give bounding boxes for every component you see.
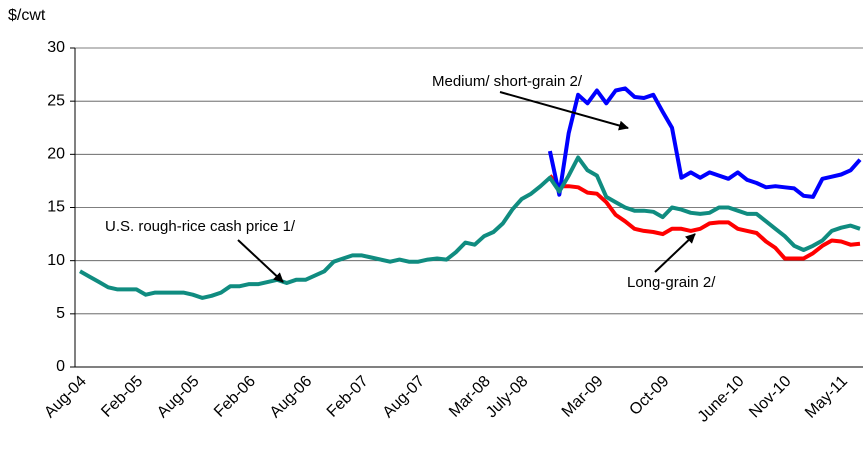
series-line (547, 86, 862, 199)
series-annotation: Long-grain 2/ (627, 274, 716, 291)
x-tick-label: Mar-09 (559, 373, 607, 421)
x-tick-label: Aug-06 (267, 373, 316, 422)
y-tick-label: 20 (47, 146, 65, 163)
x-tick-label: Aug-05 (154, 373, 203, 422)
x-tick-label: Aug-04 (41, 373, 90, 422)
x-tick-label: Oct-09 (626, 373, 672, 419)
series-line (79, 155, 861, 300)
y-tick-label: 15 (47, 199, 65, 216)
annotation-arrow (654, 233, 696, 273)
annotation-arrow (499, 91, 629, 131)
x-tick-label: Feb-06 (211, 373, 259, 421)
y-tick-label: 5 (56, 305, 65, 322)
series-annotation: U.S. rough-rice cash price 1/ (105, 218, 296, 235)
x-tick-label: Feb-05 (98, 373, 146, 421)
annotation-arrow (237, 239, 284, 283)
series-annotation: Medium/ short-grain 2/ (432, 73, 583, 90)
x-tick-label: Feb-07 (324, 373, 372, 421)
x-tick-label: June-10 (695, 373, 748, 426)
y-axis-label: $/cwt (8, 7, 46, 24)
y-tick-label: 0 (56, 358, 65, 375)
y-tick-label: 30 (47, 39, 65, 56)
series-line (548, 174, 861, 261)
x-tick-label: Nov-10 (746, 373, 795, 422)
x-tick-label: July-08 (483, 373, 532, 422)
y-tick-label: 10 (47, 252, 65, 269)
y-tick-label: 25 (47, 92, 65, 109)
x-tick-label: Aug-07 (380, 373, 429, 422)
x-tick-label: May-11 (802, 373, 851, 422)
